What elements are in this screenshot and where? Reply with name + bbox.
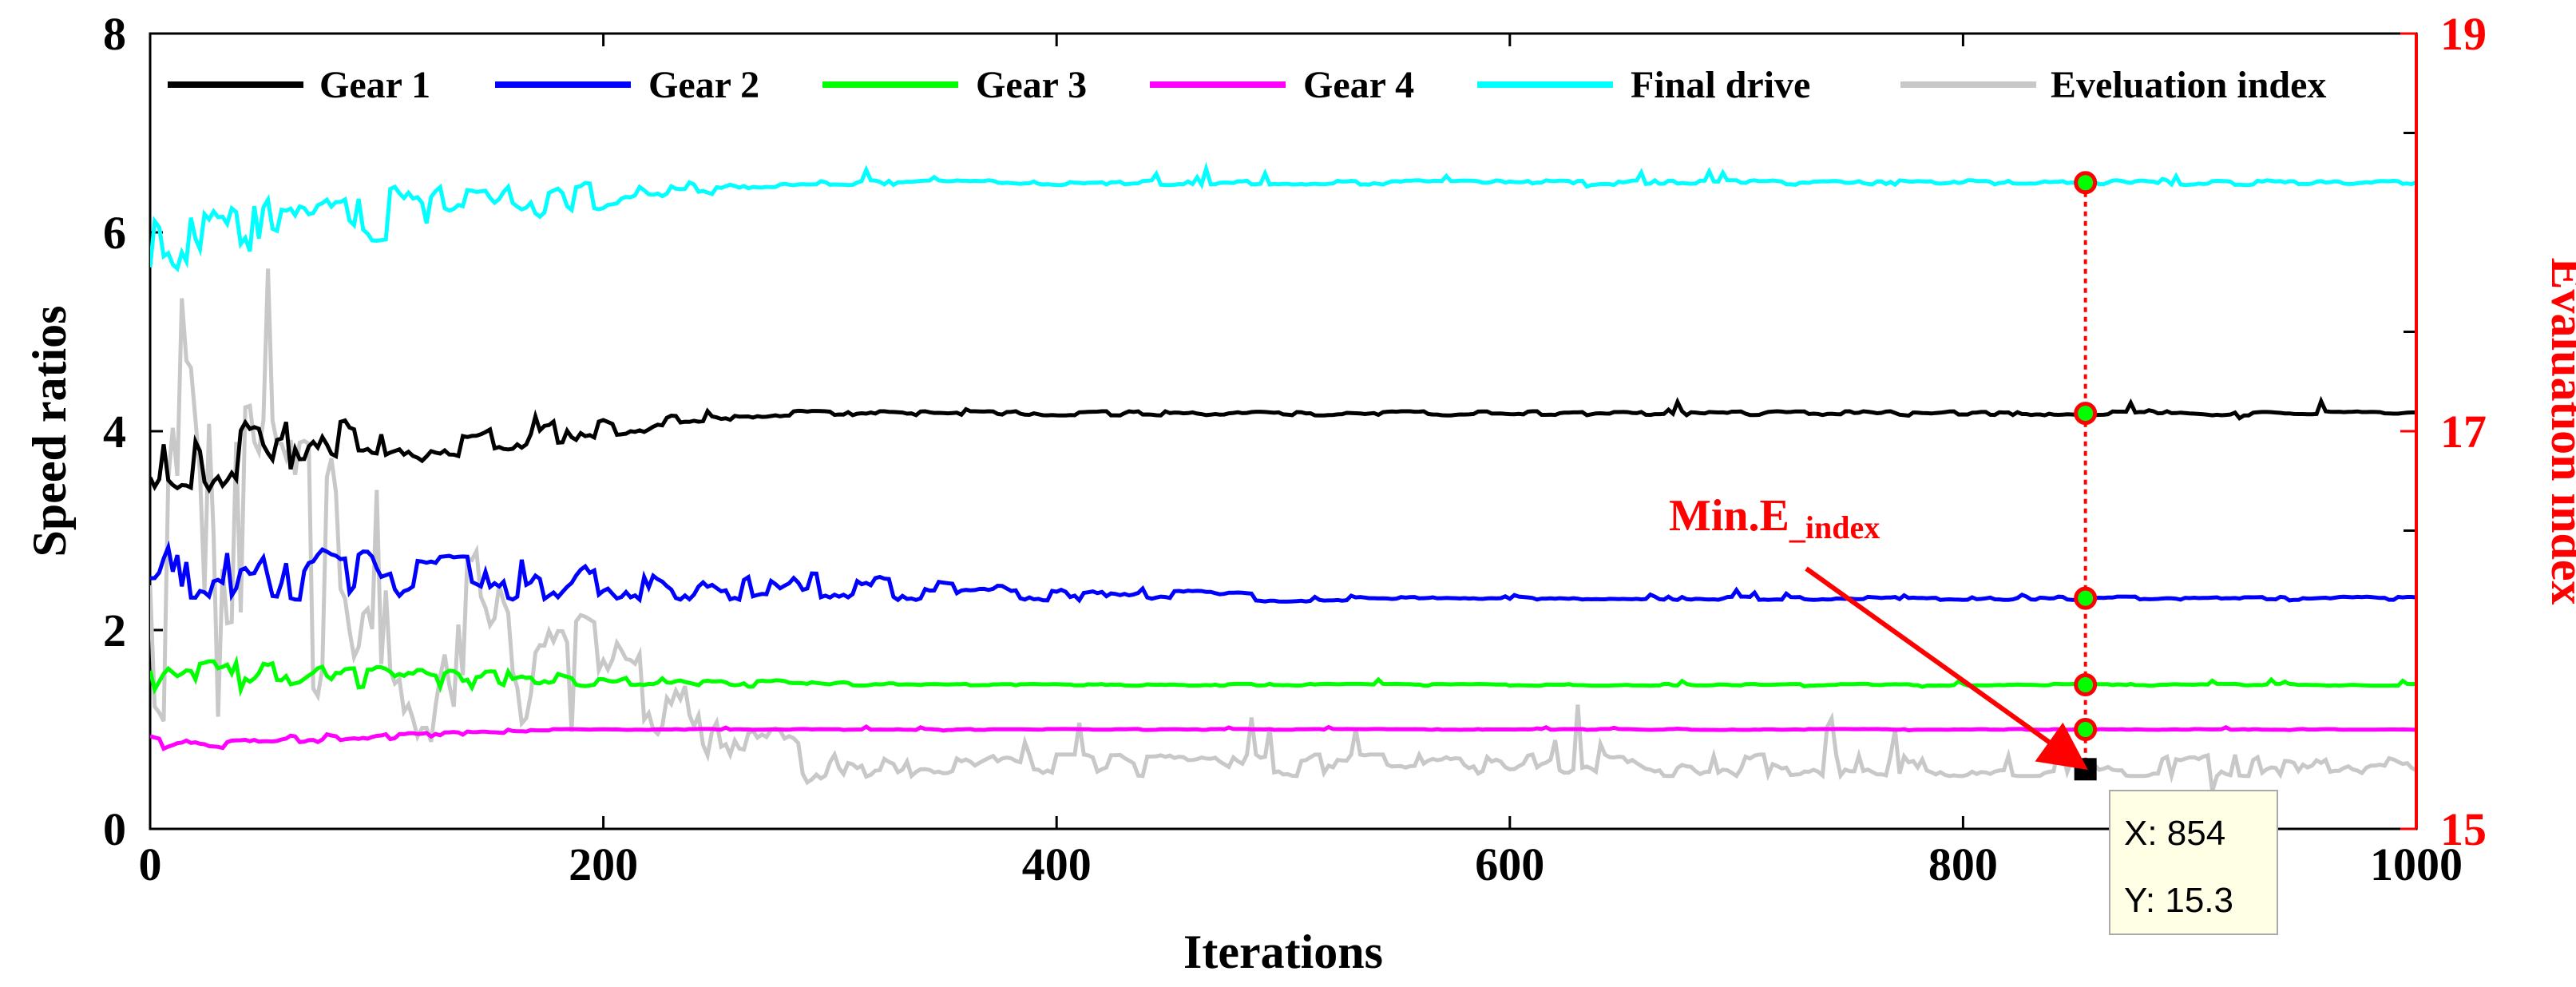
min-annotation-arrow — [1805, 566, 2088, 770]
series-line-gear-1 — [150, 395, 2416, 494]
series-line-final-drive — [150, 161, 2416, 272]
x-tick-label: 600 — [1475, 838, 1544, 890]
min-marker-point — [2074, 672, 2098, 696]
min-annotation: Min.E_index — [1669, 491, 2088, 770]
x-tick-label: 800 — [1928, 838, 1998, 890]
legend-label: Gear 1 — [319, 64, 430, 106]
legend-label: Gear 2 — [648, 64, 759, 106]
min-annotation-main: Min.E — [1669, 491, 1789, 541]
legend-label: Gear 4 — [1303, 64, 1414, 106]
y-right-axis-title: Evaluation index — [2542, 257, 2576, 604]
y-tick-label: 0 — [103, 803, 126, 855]
y-axis-title: Speed ratios — [23, 306, 76, 557]
y-tick-label: 2 — [103, 604, 126, 656]
min-annotation-label: Min.E_index — [1669, 491, 1880, 545]
y-right-tick-label: 17 — [2440, 406, 2487, 458]
datatip: X: 854 Y: 15.3 — [2109, 790, 2278, 935]
x-axis-title: Iterations — [1183, 926, 1383, 978]
min-marker-point — [2074, 718, 2098, 741]
x-tick-label: 200 — [569, 838, 638, 890]
series-line-gear-3 — [150, 655, 2416, 697]
datatip-box — [2109, 790, 2278, 935]
min-marker-point — [2074, 586, 2098, 610]
x-tick-label: 400 — [1022, 838, 1092, 890]
legend-label: Eveluation index — [2051, 64, 2326, 106]
ticks: 0 200 400 600 800 1000 0 2 4 6 8 15 17 19 — [103, 8, 2487, 890]
y-tick-label: 8 — [103, 8, 126, 60]
x-tick-label: 0 — [139, 838, 162, 890]
y-tick-label: 4 — [103, 406, 126, 458]
y-right-tick-label: 19 — [2440, 8, 2487, 60]
series-line-eveluation-index — [150, 268, 2416, 792]
x-tick-label: 1000 — [2370, 838, 2463, 890]
y-tick-label: 6 — [103, 207, 126, 259]
legend-label: Final drive — [1631, 64, 1810, 106]
plot-area — [149, 32, 2418, 830]
legend: Gear 1 Gear 2 Gear 3 Gear 4 Final drive Evelu… — [168, 64, 2326, 106]
datatip-y: Y: 15.3 — [2124, 881, 2233, 920]
min-marker-point — [2074, 171, 2098, 195]
legend-label: Gear 3 — [976, 64, 1087, 106]
y-right-tick-label: 15 — [2440, 803, 2487, 855]
min-annotation-subscript: _index — [1789, 509, 1880, 545]
min-marker-point — [2074, 402, 2098, 426]
datatip-x: X: 854 — [2124, 814, 2225, 853]
series-line-gear-2 — [150, 540, 2416, 604]
